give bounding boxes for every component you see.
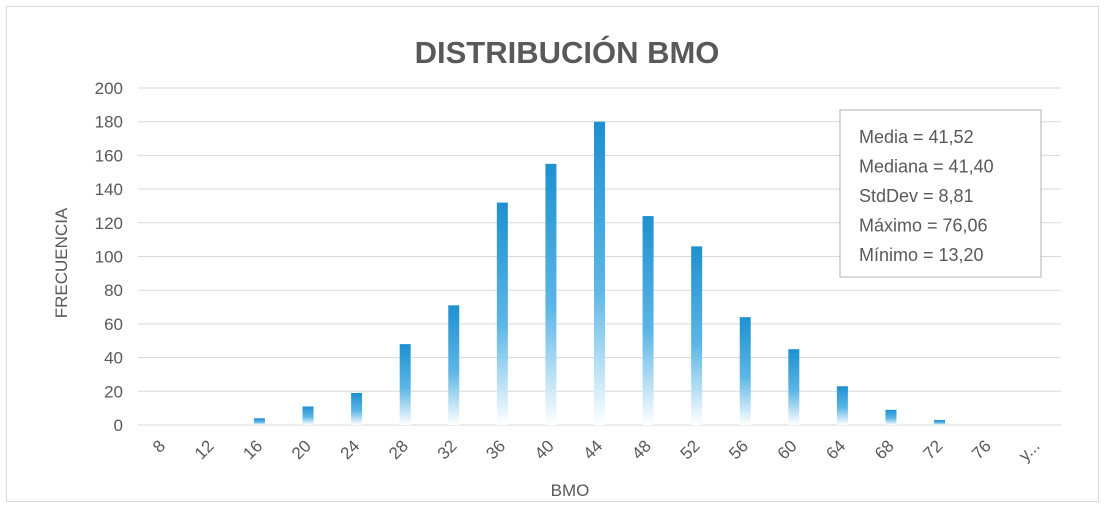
x-tick-label: 12: [191, 436, 218, 463]
x-tick-label: 36: [482, 436, 509, 463]
bar-48: [642, 216, 654, 425]
bar-52: [691, 246, 703, 425]
bar-32: [448, 305, 460, 425]
bar-28: [399, 344, 411, 425]
stats-line: Mediana = 41,40: [859, 157, 994, 177]
bar-40: [545, 163, 557, 425]
x-tick-label: 48: [628, 436, 655, 463]
stats-box: Media = 41,52 Mediana = 41,40 StdDev = 8,8…: [839, 109, 1042, 278]
y-tick-label: 180: [95, 113, 123, 132]
bar-16: [253, 418, 265, 425]
y-tick-label: 160: [95, 146, 123, 165]
x-tick-label: 28: [385, 436, 412, 463]
bar-72: [934, 419, 946, 425]
bar-68: [885, 409, 897, 425]
x-tick-label: 52: [677, 436, 704, 463]
bar-44: [594, 121, 605, 425]
bars: [253, 121, 946, 425]
x-tick-label: 40: [531, 436, 558, 463]
x-tick-label: 60: [774, 436, 801, 463]
bar-24: [351, 392, 363, 425]
chart-frame: DISTRIBUCIÓN BMO 0 20 40 60 80 100 120 140 160 18…: [6, 6, 1099, 502]
bar-36: [496, 202, 508, 425]
y-tick-label: 0: [114, 416, 123, 435]
x-axis-label: BMO: [551, 481, 590, 500]
stats-line: Media = 41,52: [859, 127, 974, 147]
bmo-distribution-chart: DISTRIBUCIÓN BMO 0 20 40 60 80 100 120 140 160 18…: [52, 34, 1061, 500]
y-tick-label: 120: [95, 214, 123, 233]
x-tick-label: 72: [920, 436, 947, 463]
bar-20: [302, 406, 314, 425]
bar-60: [788, 349, 800, 425]
stats-line: Mínimo = 13,20: [859, 245, 984, 265]
stats-line: StdDev = 8,81: [859, 186, 974, 206]
y-tick-label: 140: [95, 180, 123, 199]
x-tick-label: 64: [822, 436, 849, 463]
y-tick-label: 100: [95, 248, 123, 267]
x-tick-label: 44: [580, 436, 607, 463]
stats-lines: Media = 41,52 Mediana = 41,40 StdDev = 8,8…: [859, 127, 994, 265]
stats-line: Máximo = 76,06: [859, 216, 988, 236]
x-tick-label: 20: [288, 436, 315, 463]
y-tick-label: 20: [104, 382, 123, 401]
y-axis-label: FRECUENCIA: [52, 207, 71, 318]
x-tick-label: 56: [725, 436, 752, 463]
bar-56: [739, 317, 751, 425]
x-tick-label: 32: [434, 436, 461, 463]
x-tick-label: 16: [239, 436, 266, 463]
x-tick-label: 8: [149, 436, 169, 456]
y-tick-label: 200: [95, 79, 123, 98]
x-tick-label: 68: [871, 436, 898, 463]
stats-box-frame: [839, 109, 1042, 278]
y-tick-label: 60: [104, 315, 123, 334]
chart-title: DISTRIBUCIÓN BMO: [415, 34, 720, 70]
x-tick-label: y...: [1015, 436, 1044, 465]
bar-64: [836, 386, 848, 425]
x-axis-ticks: 8 12 16 20 24 28 32 36 40 44 48 52 56 60 64 68 72 76 y...: [149, 436, 1044, 465]
x-tick-label: 24: [337, 436, 364, 463]
y-tick-label: 40: [104, 349, 123, 368]
x-tick-label: 76: [968, 436, 995, 463]
y-axis-ticks: 0 20 40 60 80 100 120 140 160 180 200: [95, 79, 123, 435]
y-tick-label: 80: [104, 281, 123, 300]
